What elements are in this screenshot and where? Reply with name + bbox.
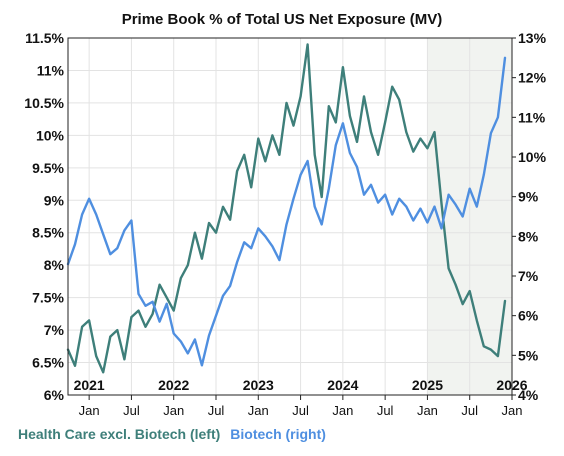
right-tick-label: 12% <box>518 70 547 86</box>
x-tick-label: Jan <box>332 403 353 418</box>
year-label: 2025 <box>412 377 443 393</box>
year-label: 2024 <box>327 377 358 393</box>
left-tick-label: 6.5% <box>32 355 64 371</box>
chart-title: Prime Book % of Total US Net Exposure (M… <box>122 11 443 28</box>
left-tick-label: 9% <box>44 192 65 208</box>
x-tick-label: Jan <box>502 403 523 418</box>
right-tick-label: 6% <box>518 308 539 324</box>
x-tick-label: Jul <box>208 403 225 418</box>
left-tick-label: 8.5% <box>32 225 64 241</box>
left-tick-label: 8% <box>44 257 65 273</box>
right-tick-label: 7% <box>518 268 539 284</box>
legend-item-health-care: Health Care excl. Biotech (left) <box>18 426 220 442</box>
right-tick-label: 11% <box>518 109 546 125</box>
right-tick-label: 5% <box>518 347 539 363</box>
year-label: 2022 <box>158 377 189 393</box>
legend-item-biotech: Biotech (right) <box>230 426 326 442</box>
x-tick-label: Jan <box>417 403 438 418</box>
right-tick-label: 10% <box>518 149 547 165</box>
year-label: 2021 <box>74 377 105 393</box>
left-axis: 6% 6.5% 7% 7.5% 8% 8.5% 9% 9.5% 10% 10.5% 11% 11.5% <box>24 30 64 403</box>
x-tick-label: Jul <box>377 403 394 418</box>
year-label: 2023 <box>243 377 274 393</box>
right-tick-label: 4% <box>518 387 539 403</box>
x-axis: Jan Jul Jan Jul Jan Jul Jan Jul Jan Jul Jan <box>79 395 523 418</box>
legend: Health Care excl. Biotech (left) Biotech… <box>18 426 326 442</box>
left-tick-label: 7% <box>44 322 65 338</box>
left-tick-label: 10% <box>36 127 65 143</box>
series-line-1 <box>66 56 507 367</box>
x-tick-label: Jul <box>461 403 478 418</box>
left-tick-label: 11.5% <box>25 30 64 46</box>
x-tick-label: Jan <box>163 403 184 418</box>
left-tick-label: 6% <box>44 387 65 403</box>
plot-frame <box>67 37 513 396</box>
x-tick-label: Jul <box>123 403 140 418</box>
right-tick-label: 8% <box>518 228 539 244</box>
left-tick-label: 7.5% <box>32 290 64 306</box>
left-tick-label: 10.5% <box>24 95 64 111</box>
right-tick-label: 9% <box>518 189 539 205</box>
right-axis: 4% 5% 6% 7% 8% 9% 10% 11% 12% 13% <box>512 30 547 403</box>
left-tick-label: 11% <box>37 62 65 78</box>
left-tick-label: 9.5% <box>32 160 64 176</box>
right-tick-label: 13% <box>518 30 547 46</box>
x-tick-label: Jul <box>292 403 309 418</box>
series-line-0 <box>66 43 507 374</box>
year-labels: 2021 2022 2023 2024 2025 2026 <box>74 377 528 393</box>
x-tick-label: Jan <box>248 403 269 418</box>
x-tick-label: Jan <box>79 403 100 418</box>
series-lines <box>66 43 507 374</box>
year-label: 2026 <box>496 377 527 393</box>
